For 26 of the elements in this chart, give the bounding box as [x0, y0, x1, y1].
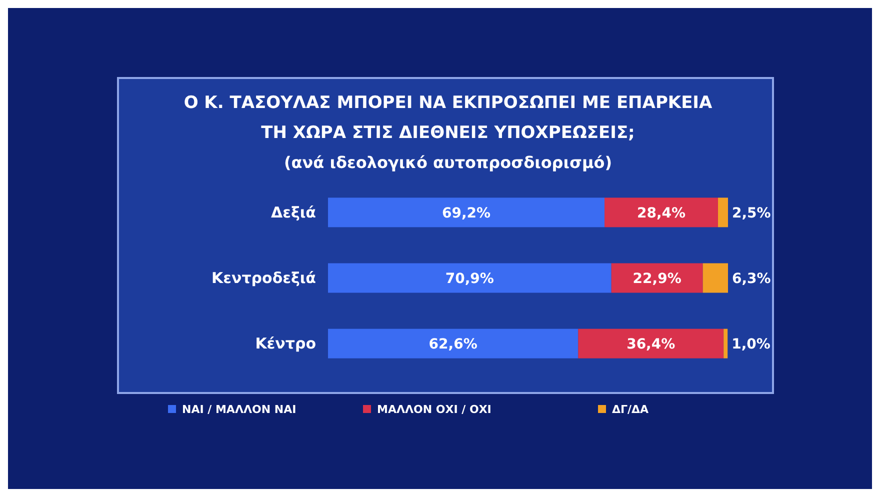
- chart-subtitle: (ανά ιδεολογικό αυτοπροσδιορισμό): [284, 153, 612, 172]
- bar: [611, 263, 703, 293]
- bar: [328, 263, 612, 293]
- bar: [718, 198, 728, 228]
- data-label: 36,4%: [626, 336, 676, 353]
- bar: [724, 328, 728, 358]
- y-tick-label: Κεντροδεξιά: [212, 269, 316, 287]
- bar: [328, 328, 578, 358]
- chart-title: Ο Κ. ΤΑΣΟΥΛΑΣ ΜΠΟΡΕΙ ΝΑ ΕΚΠΡΟΣΩΠΕΙ ΜΕ ΕΠΑΡΚΕΙΑ ΤΗ ΧΩΡΑ ΣΤΙΣ ΔΙΕΘΝΕΙΣ ΥΠΟΧΡΕΩΣΕΙΣ;: [184, 93, 714, 143]
- data-label: 28,4%: [636, 205, 686, 222]
- y-tick-label: Κέντρο: [255, 334, 316, 353]
- legend-label: ΜΑΛΛΟΝ ΟΧΙ / ΟΧΙ: [377, 403, 492, 416]
- data-label: 6,3%: [732, 271, 771, 287]
- data-label: 69,2%: [442, 205, 491, 222]
- legend-label: ΔΓ/ΔΑ: [612, 403, 650, 416]
- y-tick-label: Δεξιά: [271, 203, 316, 222]
- bar: [604, 198, 718, 228]
- data-label: 2,5%: [732, 205, 771, 222]
- bar: [702, 263, 728, 293]
- data-label: 70,9%: [445, 271, 494, 287]
- legend-label: ΝΑΙ / ΜΑΛΛΟΝ ΝΑΙ: [182, 403, 296, 416]
- bar: [328, 198, 605, 228]
- data-label: 1,0%: [732, 336, 770, 353]
- bar: [578, 328, 724, 358]
- data-label: 62,6%: [428, 336, 478, 353]
- data-label: 22,9%: [632, 271, 682, 287]
